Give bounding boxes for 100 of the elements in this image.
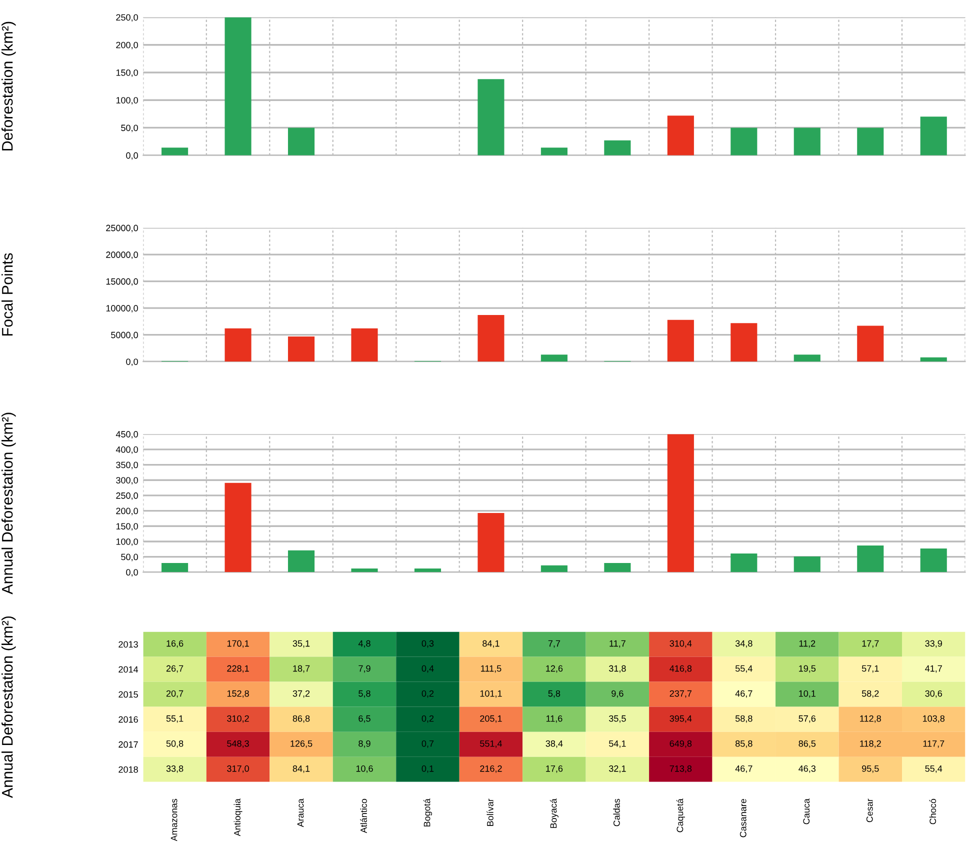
- data-label: 6,5: [358, 715, 370, 723]
- bar: [667, 320, 694, 362]
- bar: [478, 79, 504, 156]
- data-label: 9,6: [612, 690, 624, 698]
- x-tick-label: Caquetá: [676, 798, 685, 832]
- y-tick-label: 150,0: [116, 69, 138, 77]
- data-label: 86,5: [798, 740, 816, 748]
- y-tick-label: 5000,0: [111, 332, 138, 340]
- x-tick-label: Caldas: [613, 798, 620, 826]
- bar: [224, 17, 252, 156]
- data-label: 228,1: [227, 665, 249, 673]
- y-tick-label: 100,0: [116, 538, 138, 546]
- y-tick-label: 2017: [118, 741, 138, 748]
- data-label: 26,7: [166, 665, 184, 673]
- bar: [794, 354, 820, 362]
- bar: [224, 328, 252, 362]
- data-label: 30,6: [925, 690, 942, 698]
- bar: [162, 148, 188, 156]
- data-label: 5,8: [358, 690, 370, 698]
- x-tick-label: Bolívar: [486, 798, 494, 826]
- data-label: 12,6: [546, 665, 563, 673]
- bar: [351, 328, 378, 362]
- data-label: 35,5: [609, 715, 626, 723]
- data-label: 548,3: [227, 740, 249, 748]
- data-label: 118,2: [860, 740, 881, 748]
- data-label: 86,8: [292, 715, 310, 723]
- data-label: 0,7: [422, 740, 434, 748]
- data-label: 38,4: [546, 740, 563, 748]
- data-label: 11,7: [610, 640, 626, 648]
- data-label: 7,7: [548, 640, 560, 648]
- data-label: 395,4: [670, 715, 692, 723]
- data-label: 17,7: [862, 640, 879, 648]
- data-label: 20,7: [166, 690, 184, 698]
- data-label: 16,6: [166, 640, 184, 648]
- x-tick-label: Arauca: [297, 798, 304, 828]
- y-tick-label: 300,0: [116, 477, 138, 485]
- data-label: 55,4: [735, 665, 752, 673]
- y-axis-title: Deforestation (km²): [2, 22, 16, 150]
- y-tick-label: 2014: [118, 666, 138, 673]
- y-axis-title: Focal Points: [2, 253, 13, 336]
- bar: [224, 482, 252, 572]
- bar: [478, 512, 504, 572]
- data-label: 31,8: [609, 665, 626, 673]
- x-tick-label: Cauca: [803, 798, 810, 824]
- bar: [794, 556, 820, 572]
- y-tick-label: 150,0: [116, 523, 138, 531]
- data-label: 95,5: [862, 765, 879, 773]
- data-label: 11,6: [546, 715, 562, 723]
- bar: [730, 553, 758, 572]
- data-label: 0,1: [422, 765, 434, 773]
- y-tick-label: 200,0: [116, 42, 138, 50]
- data-label: 112,8: [860, 715, 881, 723]
- data-label: 55,1: [166, 715, 184, 723]
- data-label: 10,6: [356, 765, 373, 773]
- y-tick-label: 20000,0: [106, 252, 138, 260]
- data-label: 34,8: [735, 640, 752, 648]
- data-label: 551,4: [480, 740, 502, 748]
- data-label: 58,2: [862, 690, 879, 698]
- data-label: 649,8: [670, 740, 692, 748]
- data-label: 416,8: [670, 665, 692, 673]
- x-tick-label: Atlántico: [360, 798, 367, 834]
- data-label: 35,1: [292, 640, 310, 648]
- y-tick-label: 250,0: [116, 14, 138, 22]
- data-label: 18,7: [293, 665, 310, 673]
- bar: [351, 568, 378, 572]
- data-label: 170,1: [227, 640, 249, 648]
- data-label: 46,3: [798, 765, 816, 773]
- data-label: 101,1: [480, 690, 502, 698]
- y-tick-label: 25000,0: [106, 224, 138, 232]
- y-tick-label: 450,0: [116, 431, 138, 439]
- data-label: 32,1: [609, 765, 626, 773]
- data-label: 46,7: [735, 690, 752, 698]
- data-label: 57,6: [798, 715, 816, 723]
- bar: [794, 128, 820, 156]
- bar: [857, 545, 884, 572]
- data-label: 310,2: [227, 715, 249, 723]
- y-tick-label: 2013: [118, 641, 138, 648]
- data-label: 4,8: [358, 640, 370, 648]
- bar: [730, 323, 758, 362]
- y-tick-label: 50,0: [121, 124, 138, 132]
- data-label: 11,2: [799, 640, 816, 648]
- data-label: 0,2: [422, 715, 434, 723]
- bar: [667, 116, 694, 156]
- bar: [604, 140, 631, 156]
- y-axis-title: Annual Deforestation (km²): [2, 616, 16, 798]
- bar: [288, 336, 315, 362]
- y-tick-label: 10000,0: [106, 305, 138, 313]
- data-label: 205,1: [480, 715, 502, 723]
- data-label: 7,9: [358, 665, 370, 673]
- bar: [414, 568, 442, 572]
- x-tick-label: Antioquia: [234, 798, 242, 836]
- data-label: 0,3: [422, 640, 434, 648]
- y-tick-label: 400,0: [116, 446, 138, 454]
- x-tick-label: Casanare: [740, 798, 746, 838]
- y-tick-label: 200,0: [116, 508, 138, 516]
- data-label: 216,2: [480, 765, 502, 773]
- y-tick-label: 350,0: [116, 462, 138, 470]
- y-tick-label: 2016: [118, 716, 138, 723]
- x-tick-label: Chocó: [929, 798, 936, 824]
- data-label: 237,7: [670, 690, 692, 698]
